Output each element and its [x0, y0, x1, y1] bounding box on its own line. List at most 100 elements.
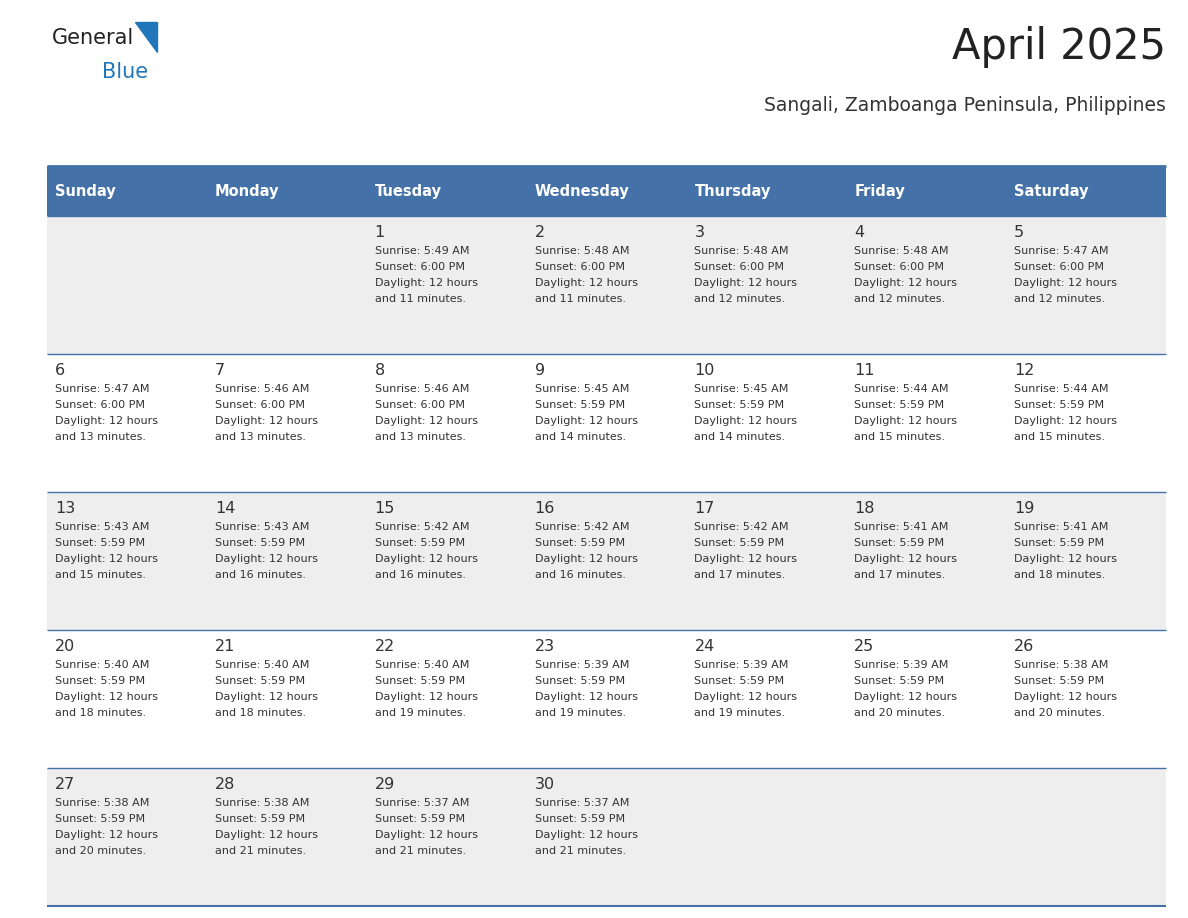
Text: 5: 5: [1015, 225, 1024, 240]
Text: 17: 17: [695, 501, 715, 516]
Text: Sunset: 5:59 PM: Sunset: 5:59 PM: [535, 400, 625, 410]
Text: and 11 minutes.: and 11 minutes.: [535, 294, 626, 304]
Text: Sunset: 5:59 PM: Sunset: 5:59 PM: [55, 538, 145, 548]
Text: Sunset: 5:59 PM: Sunset: 5:59 PM: [1015, 538, 1105, 548]
Text: 2: 2: [535, 225, 544, 240]
Text: Sunset: 6:00 PM: Sunset: 6:00 PM: [374, 400, 465, 410]
Text: 1: 1: [374, 225, 385, 240]
Text: Daylight: 12 hours: Daylight: 12 hours: [854, 554, 958, 564]
Text: 20: 20: [55, 639, 75, 654]
Text: Daylight: 12 hours: Daylight: 12 hours: [695, 278, 797, 288]
Text: Sunrise: 5:40 AM: Sunrise: 5:40 AM: [374, 660, 469, 670]
Text: 12: 12: [1015, 363, 1035, 378]
Text: Daylight: 12 hours: Daylight: 12 hours: [374, 830, 478, 840]
Text: Sunrise: 5:48 AM: Sunrise: 5:48 AM: [535, 246, 630, 256]
Bar: [48, 630, 1165, 768]
Text: Daylight: 12 hours: Daylight: 12 hours: [55, 554, 158, 564]
Polygon shape: [135, 22, 157, 52]
Text: and 12 minutes.: and 12 minutes.: [854, 294, 946, 304]
Text: Daylight: 12 hours: Daylight: 12 hours: [374, 278, 478, 288]
Text: Sunrise: 5:44 AM: Sunrise: 5:44 AM: [1015, 384, 1108, 394]
Text: Sunrise: 5:47 AM: Sunrise: 5:47 AM: [55, 384, 150, 394]
Text: Sunrise: 5:44 AM: Sunrise: 5:44 AM: [854, 384, 949, 394]
Text: Daylight: 12 hours: Daylight: 12 hours: [854, 416, 958, 426]
Text: and 21 minutes.: and 21 minutes.: [215, 846, 307, 856]
Text: Daylight: 12 hours: Daylight: 12 hours: [1015, 278, 1117, 288]
Bar: [526, 166, 687, 216]
Text: and 20 minutes.: and 20 minutes.: [854, 708, 946, 718]
Bar: [48, 354, 1165, 492]
Text: and 21 minutes.: and 21 minutes.: [535, 846, 626, 856]
Text: Sunset: 5:59 PM: Sunset: 5:59 PM: [374, 538, 465, 548]
Bar: [687, 166, 846, 216]
Text: Sunrise: 5:40 AM: Sunrise: 5:40 AM: [55, 660, 150, 670]
Text: Sunset: 5:59 PM: Sunset: 5:59 PM: [695, 676, 784, 686]
Text: Sunrise: 5:39 AM: Sunrise: 5:39 AM: [695, 660, 789, 670]
Text: Sunrise: 5:37 AM: Sunrise: 5:37 AM: [374, 798, 469, 808]
Text: and 17 minutes.: and 17 minutes.: [695, 570, 785, 580]
Text: and 14 minutes.: and 14 minutes.: [535, 432, 626, 442]
Text: Sunrise: 5:42 AM: Sunrise: 5:42 AM: [695, 522, 789, 532]
Text: Sunset: 5:59 PM: Sunset: 5:59 PM: [695, 538, 784, 548]
Text: and 18 minutes.: and 18 minutes.: [55, 708, 146, 718]
Text: Sunset: 5:59 PM: Sunset: 5:59 PM: [215, 676, 305, 686]
Text: 14: 14: [215, 501, 235, 516]
Text: and 18 minutes.: and 18 minutes.: [1015, 570, 1105, 580]
Text: Sunset: 6:00 PM: Sunset: 6:00 PM: [535, 262, 625, 272]
Text: Sunset: 5:59 PM: Sunset: 5:59 PM: [695, 400, 784, 410]
Text: Sunrise: 5:41 AM: Sunrise: 5:41 AM: [1015, 522, 1108, 532]
Text: and 21 minutes.: and 21 minutes.: [374, 846, 466, 856]
Text: Sunset: 5:59 PM: Sunset: 5:59 PM: [535, 538, 625, 548]
Text: Daylight: 12 hours: Daylight: 12 hours: [535, 554, 638, 564]
Text: 8: 8: [374, 363, 385, 378]
Text: Sunrise: 5:42 AM: Sunrise: 5:42 AM: [535, 522, 630, 532]
Text: General: General: [52, 28, 134, 48]
Text: Sunset: 5:59 PM: Sunset: 5:59 PM: [854, 676, 944, 686]
Text: Monday: Monday: [215, 184, 279, 198]
Text: and 12 minutes.: and 12 minutes.: [1015, 294, 1105, 304]
Text: and 15 minutes.: and 15 minutes.: [55, 570, 146, 580]
Text: Saturday: Saturday: [1015, 184, 1088, 198]
Text: Sunset: 5:59 PM: Sunset: 5:59 PM: [1015, 676, 1105, 686]
Text: Sunset: 5:59 PM: Sunset: 5:59 PM: [55, 676, 145, 686]
Text: 23: 23: [535, 639, 555, 654]
Text: Daylight: 12 hours: Daylight: 12 hours: [535, 692, 638, 702]
Text: and 19 minutes.: and 19 minutes.: [374, 708, 466, 718]
Text: Sunset: 5:59 PM: Sunset: 5:59 PM: [374, 676, 465, 686]
Text: and 19 minutes.: and 19 minutes.: [535, 708, 626, 718]
Text: Sunset: 5:59 PM: Sunset: 5:59 PM: [215, 538, 305, 548]
Text: 10: 10: [695, 363, 715, 378]
Text: Blue: Blue: [102, 62, 148, 82]
Text: and 18 minutes.: and 18 minutes.: [215, 708, 307, 718]
Text: Daylight: 12 hours: Daylight: 12 hours: [695, 692, 797, 702]
Text: Daylight: 12 hours: Daylight: 12 hours: [695, 554, 797, 564]
Text: Sunrise: 5:46 AM: Sunrise: 5:46 AM: [374, 384, 469, 394]
Text: Sunset: 5:59 PM: Sunset: 5:59 PM: [535, 676, 625, 686]
Text: Daylight: 12 hours: Daylight: 12 hours: [535, 830, 638, 840]
Text: Sunset: 5:59 PM: Sunset: 5:59 PM: [854, 538, 944, 548]
Text: Daylight: 12 hours: Daylight: 12 hours: [374, 692, 478, 702]
Text: Wednesday: Wednesday: [535, 184, 630, 198]
Text: Sangali, Zamboanga Peninsula, Philippines: Sangali, Zamboanga Peninsula, Philippine…: [764, 96, 1165, 115]
Text: 25: 25: [854, 639, 874, 654]
Text: Sunrise: 5:38 AM: Sunrise: 5:38 AM: [1015, 660, 1108, 670]
Text: Sunset: 6:00 PM: Sunset: 6:00 PM: [55, 400, 145, 410]
Text: Sunset: 6:00 PM: Sunset: 6:00 PM: [854, 262, 944, 272]
Text: Daylight: 12 hours: Daylight: 12 hours: [55, 692, 158, 702]
Text: Sunrise: 5:45 AM: Sunrise: 5:45 AM: [695, 384, 789, 394]
Text: Sunrise: 5:42 AM: Sunrise: 5:42 AM: [374, 522, 469, 532]
Text: and 16 minutes.: and 16 minutes.: [215, 570, 305, 580]
Text: and 15 minutes.: and 15 minutes.: [854, 432, 946, 442]
Text: and 13 minutes.: and 13 minutes.: [55, 432, 146, 442]
Text: Sunrise: 5:40 AM: Sunrise: 5:40 AM: [215, 660, 309, 670]
Bar: [48, 216, 1165, 354]
Text: and 19 minutes.: and 19 minutes.: [695, 708, 785, 718]
Text: 26: 26: [1015, 639, 1035, 654]
Text: Daylight: 12 hours: Daylight: 12 hours: [535, 278, 638, 288]
Text: 27: 27: [55, 777, 75, 792]
Text: Sunrise: 5:39 AM: Sunrise: 5:39 AM: [854, 660, 949, 670]
Text: 15: 15: [374, 501, 396, 516]
Text: Daylight: 12 hours: Daylight: 12 hours: [695, 416, 797, 426]
Text: and 16 minutes.: and 16 minutes.: [374, 570, 466, 580]
Text: 9: 9: [535, 363, 544, 378]
